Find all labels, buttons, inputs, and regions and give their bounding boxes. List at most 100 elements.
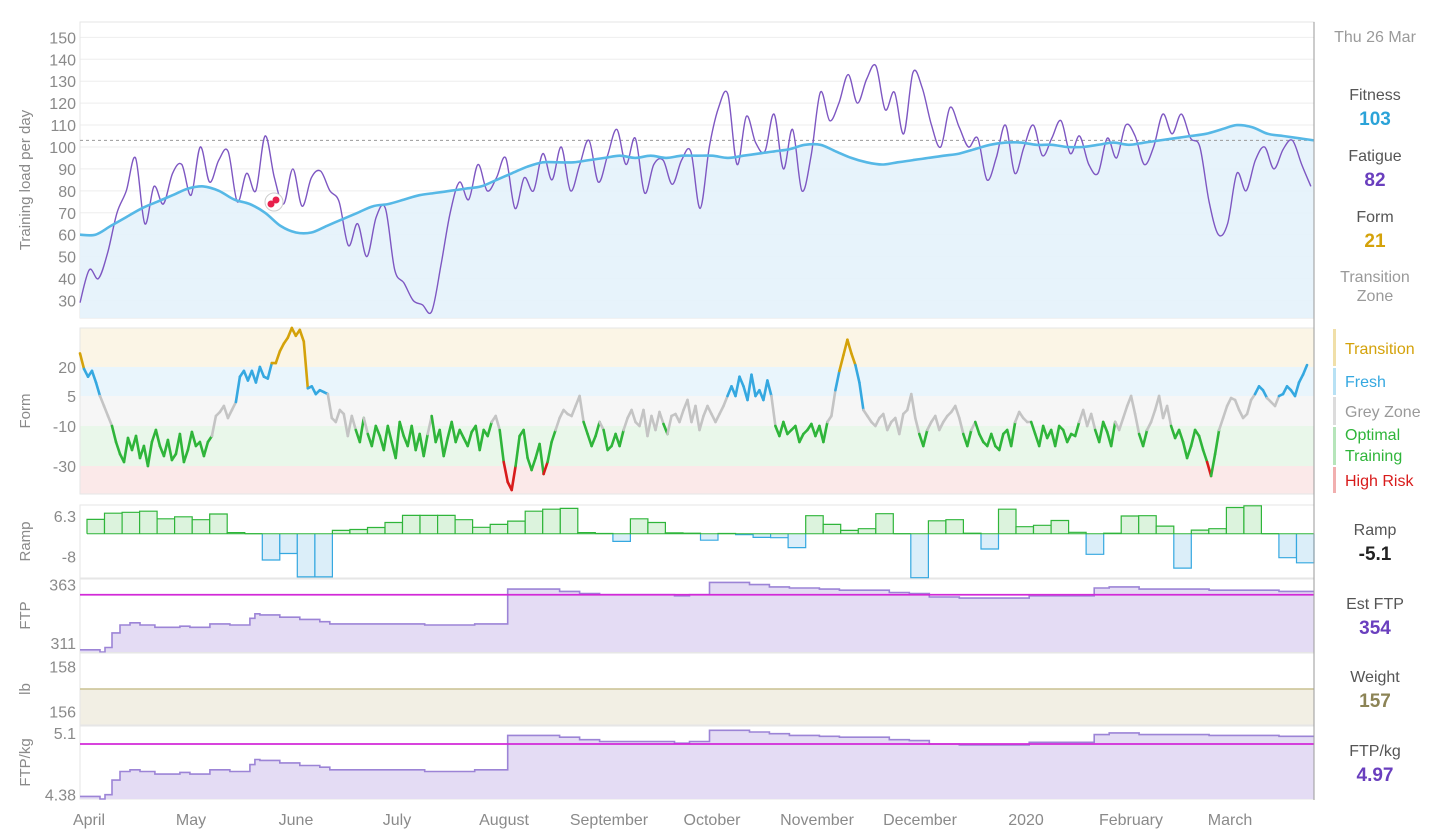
form-line-segment — [222, 404, 230, 420]
form-line-segment — [442, 436, 449, 458]
zone-transition-band-legend-bar — [1333, 329, 1336, 366]
form-line-segment — [454, 428, 461, 444]
ramp-bar-outline — [945, 519, 964, 534]
zone-high-risk-band-legend-bar — [1333, 467, 1336, 493]
form-line-segment — [278, 342, 286, 353]
zone-fresh-band-legend-bar — [1333, 368, 1336, 395]
form-line-segment — [1157, 394, 1165, 420]
form-line-segment — [838, 354, 845, 373]
form-line-segment — [718, 404, 725, 416]
zone-optimal-band — [80, 426, 1314, 466]
form-line-segment — [746, 373, 753, 402]
form-line-segment — [846, 338, 853, 355]
form-line-segment — [714, 412, 721, 424]
form-line-segment — [374, 424, 382, 438]
form-line-segment — [362, 416, 370, 436]
form-line-segment — [298, 328, 306, 343]
ramp-bar — [980, 533, 999, 549]
form-line-segment — [778, 420, 785, 438]
ramp-bar-outline — [1138, 515, 1157, 534]
form-line-segment — [310, 385, 318, 396]
form-line-segment — [910, 392, 917, 420]
form-line-segment — [770, 394, 777, 428]
ramp-bar — [507, 521, 526, 534]
ramp-bar — [1208, 528, 1227, 534]
form-line-segment — [654, 410, 661, 432]
ramp-bar — [1243, 505, 1262, 534]
form-line-segment — [782, 420, 789, 436]
form-line-segment — [438, 428, 445, 458]
zone-legend-optimal: Optimal — [1345, 427, 1400, 444]
form-line-segment — [1133, 412, 1141, 436]
form-line-segment — [578, 394, 585, 424]
ramp-bar — [1278, 533, 1297, 558]
fitness-line — [79, 123, 1315, 237]
form-line-segment — [1253, 385, 1261, 396]
ramp-bar-outline — [787, 533, 807, 549]
form-line-segment — [882, 412, 889, 432]
ramp-bar — [402, 515, 421, 534]
ramp-bar — [332, 530, 350, 534]
form-line-segment — [1301, 363, 1309, 376]
weight-axis-title: lb — [17, 683, 34, 695]
form-line-segment — [274, 350, 282, 365]
ramp-bar — [262, 533, 280, 560]
form-line-segment — [1245, 398, 1253, 416]
form-line-segment — [422, 432, 429, 458]
sidebar-zone: Transition Zone — [1328, 268, 1422, 306]
date-label: Thu 26 Mar — [1334, 29, 1416, 46]
form-line-segment — [1201, 448, 1209, 464]
form-line-segment — [582, 420, 589, 436]
form-line-segment — [618, 428, 625, 448]
load-axis-title: Training load per day — [17, 109, 34, 250]
form-line-segment — [822, 420, 829, 444]
ramp-bar-outline — [1173, 533, 1192, 569]
ramp-bar — [420, 515, 438, 534]
form-line-segment — [1109, 420, 1117, 448]
form-line-segment — [554, 416, 561, 432]
ramp-bar — [910, 533, 929, 578]
ramp-bar — [1173, 533, 1192, 569]
ramp-bar — [209, 514, 228, 534]
form-line-segment — [418, 432, 425, 458]
form-line-segment — [146, 440, 154, 468]
zone-legend-high-risk: High Risk — [1345, 473, 1414, 490]
form-line-segment — [1037, 424, 1045, 448]
form-line-segment — [1149, 408, 1157, 424]
form-line-segment — [254, 365, 262, 384]
form-line-segment — [202, 440, 210, 458]
form-line-segment — [998, 432, 1005, 452]
form-line-segment — [598, 420, 605, 432]
ramp-bar — [700, 533, 719, 541]
form-line-segment — [474, 424, 481, 452]
form-line-segment — [978, 432, 985, 444]
x-tick-label: November — [780, 812, 854, 829]
ramp-bar-outline — [822, 523, 842, 534]
form-value: 21 — [1364, 231, 1386, 252]
ramp-bar — [297, 533, 315, 577]
ramp-bar — [174, 516, 193, 534]
form-line-segment — [450, 420, 457, 444]
zone-fresh-band — [80, 367, 1314, 396]
ramp-bar — [1051, 520, 1069, 534]
ramp-bar-outline — [1068, 531, 1087, 534]
form-line-segment — [382, 424, 390, 452]
form-line-segment — [134, 434, 142, 460]
ramp-bar — [525, 511, 543, 534]
sidebar-ftp: Est FTP 354 — [1318, 595, 1432, 641]
ramp-bar — [104, 513, 123, 534]
ramp-bar — [1121, 515, 1139, 534]
form-line-segment — [990, 432, 997, 448]
ftp-tick-label: 363 — [49, 578, 76, 595]
form-line-segment — [666, 414, 673, 436]
ramp-bar-outline — [314, 533, 333, 578]
x-tick-label: December — [883, 812, 957, 829]
ramp-bar — [770, 533, 789, 538]
zone-optimal-band-legend-bar — [1333, 427, 1336, 465]
form-line-segment — [1081, 408, 1089, 428]
form-line-segment — [1185, 444, 1193, 460]
ftpkg-area — [80, 730, 1314, 799]
x-tick-label: 2020 — [1008, 812, 1044, 829]
ramp-tick-label: -8 — [62, 549, 76, 566]
